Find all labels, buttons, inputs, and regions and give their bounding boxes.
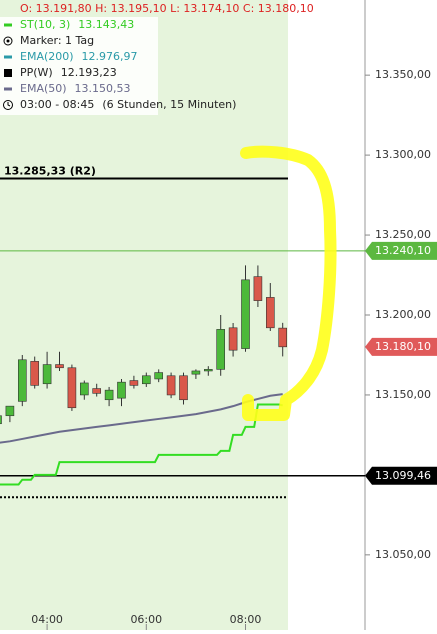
- legend-value: (6 Stunden, 15 Minuten): [102, 98, 236, 111]
- indicator-line: [0, 403, 283, 486]
- price-tag: [365, 241, 437, 260]
- candle-body: [191, 370, 201, 375]
- y-tick-label: 13.150,00: [375, 388, 431, 401]
- candle-body: [253, 276, 263, 301]
- candle-body: [241, 279, 250, 349]
- legend-label: PP(W): [20, 66, 53, 79]
- legend-background: [0, 17, 158, 115]
- legend-value: 12.976,97: [82, 50, 138, 63]
- candle-body: [92, 388, 101, 394]
- legend-icon: [3, 100, 13, 110]
- x-tick-label: 04:00: [31, 613, 63, 626]
- candle-body: [5, 405, 15, 417]
- legend-label: Marker: 1 Tag: [20, 34, 94, 47]
- candle-body: [278, 327, 288, 348]
- candle-body: [67, 367, 77, 409]
- indicator-line: [0, 393, 283, 444]
- candle-body: [179, 375, 188, 401]
- y-tick-label: 13.400,00: [375, 0, 431, 1]
- candle-body: [42, 364, 52, 385]
- candle-body: [129, 380, 139, 386]
- legend-icon: [6, 39, 10, 43]
- x-tick-label: 06:00: [130, 613, 162, 626]
- legend-value: 13.150,53: [75, 82, 131, 95]
- legend-icon: [4, 69, 12, 77]
- candle-body: [80, 382, 89, 396]
- legend-label: EMA(200): [20, 50, 74, 63]
- legend-label: 03:00 - 08:45: [20, 98, 94, 111]
- level-label: 13.285,33 (R2): [4, 165, 96, 178]
- y-tick-label: 13.250,00: [375, 228, 431, 241]
- price-tag: [365, 466, 437, 485]
- candle-body: [104, 389, 114, 401]
- legend-icon: [7, 102, 11, 107]
- legend-label: ST(10, 3): [20, 18, 70, 31]
- candle-body: [17, 359, 27, 402]
- candle-body: [117, 381, 126, 399]
- legend-value: 13.143,43: [78, 18, 134, 31]
- candle-body: [30, 361, 40, 386]
- candle-body: [55, 364, 64, 369]
- y-tick-label: 13.300,00: [375, 148, 431, 161]
- legend: O: 13.191,80 H: 13.195,10 L: 13.174,10 C…: [0, 2, 314, 115]
- annotation-highlight: [240, 145, 337, 421]
- x-tick-label: 08:00: [230, 613, 262, 626]
- y-tick-label: 13.200,00: [375, 308, 431, 321]
- legend-icon: [3, 36, 13, 46]
- price-tag: [365, 337, 437, 356]
- legend-value: 12.193,23: [61, 66, 117, 79]
- candle-body: [265, 297, 275, 329]
- y-tick-label: 13.050,00: [375, 548, 431, 561]
- candle-body: [204, 369, 213, 372]
- price-tag-label: 13.099,46: [375, 469, 431, 482]
- candle-body: [142, 375, 151, 385]
- candle-body: [216, 329, 225, 370]
- price-tag-label: 13.240,10: [375, 244, 431, 257]
- legend-label: EMA(50): [20, 82, 67, 95]
- candle-body: [228, 327, 238, 351]
- candle-body: [166, 375, 176, 396]
- candle-body: [154, 372, 163, 380]
- plot: [0, 177, 365, 499]
- y-tick-label: 13.350,00: [375, 68, 431, 81]
- price-tag-label: 13.180,10: [375, 340, 431, 353]
- candle-body: [0, 415, 2, 425]
- ohlc-text: O: 13.191,80 H: 13.195,10 L: 13.174,10 C…: [20, 2, 314, 15]
